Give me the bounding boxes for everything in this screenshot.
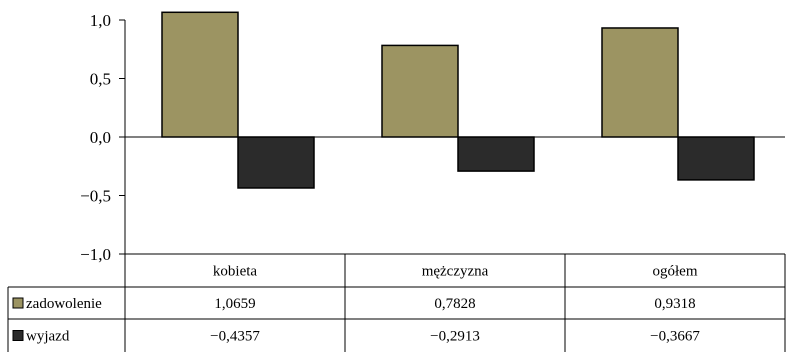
bar-zadowolenie-1: [381, 44, 459, 138]
data-label: −0,3667: [650, 329, 700, 345]
legend-key-zadowolenie: [12, 297, 24, 309]
data-label: 0,7828: [434, 296, 475, 312]
legend-key-wyjazd: [12, 330, 24, 341]
data-label: 1,0659: [214, 296, 255, 312]
bar-zadowolenie-2: [601, 27, 679, 138]
bar-wyjazd-2: [677, 136, 755, 181]
data-label: −0,4357: [210, 329, 260, 345]
y-tick-label: −0,5: [80, 187, 111, 206]
category-label: kobieta: [213, 264, 257, 280]
category-label: mężczyzna: [422, 264, 489, 280]
data-label: 0,9318: [654, 296, 695, 312]
bar-wyjazd-1: [457, 136, 535, 172]
series-label: wyjazd: [26, 329, 70, 345]
y-tick-label: 1,0: [90, 11, 111, 30]
y-tick-label: 0,5: [90, 70, 111, 89]
bar-zadowolenie-0: [161, 11, 239, 138]
series-label: zadowolenie: [26, 296, 102, 312]
y-tick-label: −1,0: [80, 245, 111, 264]
bar-wyjazd-0: [237, 136, 315, 189]
y-tick-label: 0,0: [90, 128, 111, 147]
category-label: ogółem: [653, 264, 698, 280]
data-label: −0,2913: [430, 329, 480, 345]
